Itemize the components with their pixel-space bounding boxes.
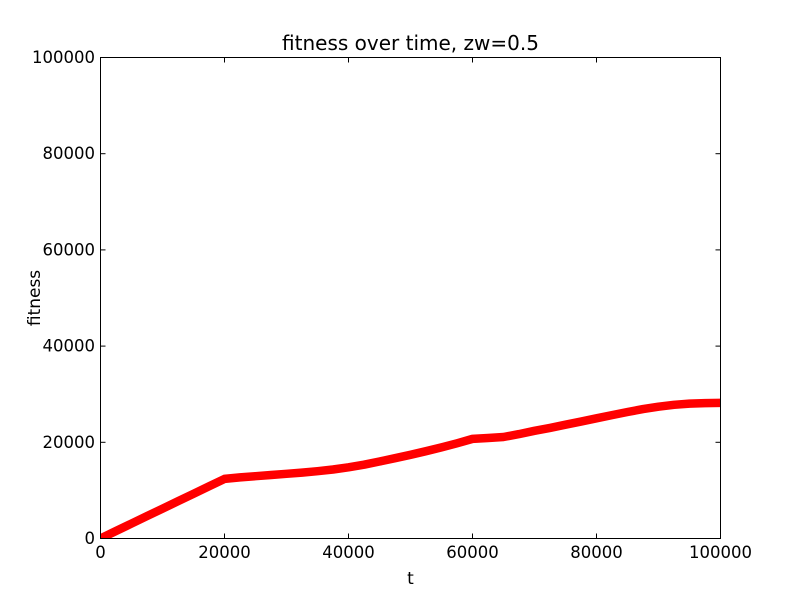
x-tick-label: 20000 [198, 543, 251, 562]
x-tick-label: 0 [95, 543, 106, 562]
y-tick-label: 0 [85, 529, 96, 548]
y-axis-label: fitness [25, 270, 45, 326]
y-tick-label: 40000 [43, 337, 96, 356]
x-tick-label: 80000 [570, 543, 623, 562]
x-axis-label: t [407, 569, 414, 589]
x-tick-label: 60000 [446, 543, 499, 562]
y-tick-label: 20000 [43, 433, 96, 452]
x-tick-label: 40000 [322, 543, 375, 562]
ticks-layer: 0 20000 40000 60000 80000 100000 0 20000 40000 60… [32, 48, 752, 562]
y-tick-label: 60000 [43, 240, 96, 259]
y-tick-label: 80000 [43, 144, 96, 163]
fitness-series-line [100, 398, 721, 539]
y-tick-label: 100000 [32, 48, 95, 67]
chart-title: fitness over time, zw=0.5 [282, 31, 539, 55]
series-layer [100, 398, 721, 539]
x-tick-label: 100000 [689, 543, 752, 562]
plot-border [100, 57, 721, 539]
